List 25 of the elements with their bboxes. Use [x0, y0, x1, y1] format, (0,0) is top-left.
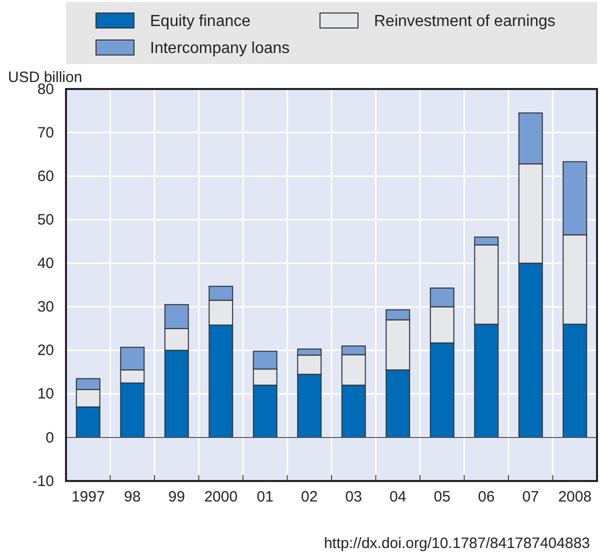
y-tick-label: 30: [37, 298, 54, 316]
x-tick-label: 05: [434, 488, 450, 506]
x-tick-label: 99: [168, 488, 185, 506]
x-tick-label: 03: [345, 488, 362, 506]
x-tick-label: 04: [390, 488, 406, 506]
y-tick-label: 10: [37, 386, 54, 403]
legend-label: Equity finance: [150, 13, 251, 30]
legend-label: Intercompany loans: [150, 40, 290, 57]
legend-label: Reinvestment of earnings: [374, 13, 556, 30]
y-tick-label: 50: [37, 211, 54, 228]
x-tick-label: 98: [124, 488, 141, 506]
x-tick-label: 07: [522, 488, 539, 506]
y-tick-label: 70: [37, 124, 54, 142]
y-tick-label: 0: [46, 429, 54, 446]
y-tick-label: 40: [37, 255, 54, 272]
x-tick-label: 2008: [558, 488, 592, 506]
x-tick-label: 01: [256, 488, 274, 506]
y-tick-label: 60: [37, 168, 54, 185]
y-tick-label: 20: [37, 342, 54, 360]
x-tick-label: 06: [478, 488, 495, 506]
text: http://dx.doi.org/10.1787/841787404883: [324, 535, 590, 552]
y-tick-label: -10: [32, 472, 54, 490]
x-tick-label: 02: [301, 488, 318, 506]
x-tick-label: 1997: [71, 488, 105, 506]
x-tick-label: 2000: [204, 488, 238, 506]
